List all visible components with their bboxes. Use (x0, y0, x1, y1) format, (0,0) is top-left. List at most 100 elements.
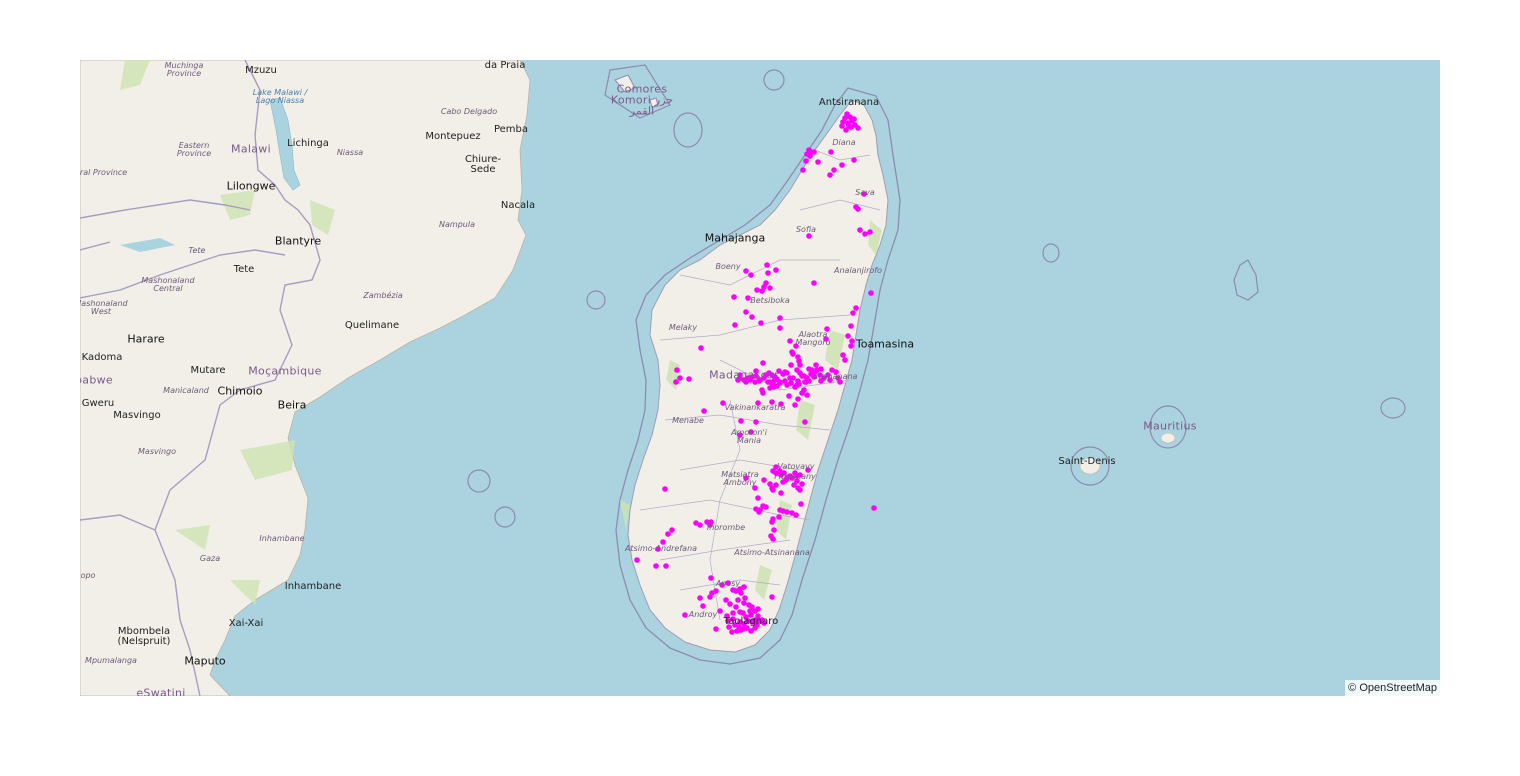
location-marker[interactable] (800, 167, 806, 173)
location-marker[interactable] (707, 594, 713, 600)
location-marker[interactable] (794, 478, 800, 484)
location-marker[interactable] (698, 345, 704, 351)
location-marker[interactable] (770, 536, 776, 542)
location-marker[interactable] (839, 123, 845, 129)
location-marker[interactable] (773, 464, 779, 470)
location-marker[interactable] (734, 628, 740, 634)
location-marker[interactable] (697, 522, 703, 528)
location-marker[interactable] (840, 352, 846, 358)
location-marker[interactable] (776, 514, 782, 520)
location-marker[interactable] (756, 509, 762, 515)
map-canvas[interactable] (80, 60, 1440, 696)
location-marker[interactable] (791, 482, 797, 488)
location-marker[interactable] (719, 582, 725, 588)
location-marker[interactable] (760, 390, 766, 396)
location-marker[interactable] (871, 505, 877, 511)
location-marker[interactable] (811, 374, 817, 380)
location-marker[interactable] (833, 369, 839, 375)
location-marker[interactable] (765, 270, 771, 276)
location-marker[interactable] (855, 206, 861, 212)
location-marker[interactable] (761, 477, 767, 483)
location-marker[interactable] (815, 159, 821, 165)
location-marker[interactable] (786, 393, 792, 399)
location-marker[interactable] (700, 603, 706, 609)
location-marker[interactable] (760, 503, 766, 509)
location-marker[interactable] (669, 527, 675, 533)
location-marker[interactable] (677, 375, 683, 381)
location-marker[interactable] (731, 294, 737, 300)
location-marker[interactable] (697, 595, 703, 601)
location-marker[interactable] (729, 629, 735, 635)
location-marker[interactable] (755, 613, 761, 619)
location-marker[interactable] (755, 400, 761, 406)
location-marker[interactable] (818, 378, 824, 384)
location-marker[interactable] (733, 604, 739, 610)
location-marker[interactable] (752, 485, 758, 491)
location-marker[interactable] (784, 509, 790, 515)
location-marker[interactable] (769, 594, 775, 600)
location-marker[interactable] (704, 519, 710, 525)
location-marker[interactable] (766, 370, 772, 376)
location-marker[interactable] (817, 372, 823, 378)
location-marker[interactable] (793, 512, 799, 518)
location-marker[interactable] (789, 475, 795, 481)
location-marker[interactable] (805, 467, 811, 473)
location-marker[interactable] (741, 584, 747, 590)
location-marker[interactable] (753, 368, 759, 374)
location-marker[interactable] (788, 380, 794, 386)
location-marker[interactable] (732, 322, 738, 328)
location-marker[interactable] (776, 368, 782, 374)
location-marker[interactable] (801, 387, 807, 393)
location-marker[interactable] (796, 381, 802, 387)
location-marker[interactable] (809, 367, 815, 373)
location-marker[interactable] (846, 123, 852, 129)
location-marker[interactable] (851, 157, 857, 163)
location-marker[interactable] (730, 616, 736, 622)
location-marker[interactable] (769, 485, 775, 491)
location-marker[interactable] (701, 408, 707, 414)
location-marker[interactable] (777, 325, 783, 331)
location-marker[interactable] (748, 272, 754, 278)
location-marker[interactable] (771, 527, 777, 533)
location-marker[interactable] (848, 323, 854, 329)
location-marker[interactable] (811, 149, 817, 155)
location-marker[interactable] (778, 401, 784, 407)
location-marker[interactable] (663, 563, 669, 569)
location-marker[interactable] (764, 262, 770, 268)
location-marker[interactable] (773, 482, 779, 488)
location-marker[interactable] (752, 379, 758, 385)
location-marker[interactable] (806, 378, 812, 384)
location-marker[interactable] (735, 377, 741, 383)
location-marker[interactable] (769, 399, 775, 405)
location-marker[interactable] (757, 618, 763, 624)
location-marker[interactable] (738, 418, 744, 424)
location-marker[interactable] (845, 333, 851, 339)
location-marker[interactable] (848, 343, 854, 349)
location-marker[interactable] (868, 290, 874, 296)
location-marker[interactable] (787, 338, 793, 344)
location-marker[interactable] (827, 172, 833, 178)
location-marker[interactable] (767, 285, 773, 291)
location-marker[interactable] (823, 336, 829, 342)
location-marker[interactable] (730, 610, 736, 616)
location-marker[interactable] (717, 608, 723, 614)
location-marker[interactable] (752, 625, 758, 631)
location-marker[interactable] (793, 343, 799, 349)
location-marker[interactable] (754, 287, 760, 293)
location-marker[interactable] (781, 470, 787, 476)
location-marker[interactable] (773, 470, 779, 476)
location-marker[interactable] (725, 580, 731, 586)
location-marker[interactable] (842, 357, 848, 363)
location-marker[interactable] (818, 366, 824, 372)
location-marker[interactable] (825, 372, 831, 378)
location-marker[interactable] (843, 127, 849, 133)
location-marker[interactable] (795, 396, 801, 402)
location-marker[interactable] (851, 116, 857, 122)
location-marker[interactable] (662, 486, 668, 492)
location-marker[interactable] (769, 519, 775, 525)
location-marker[interactable] (853, 305, 859, 311)
location-marker[interactable] (831, 167, 837, 173)
location-marker[interactable] (777, 315, 783, 321)
location-marker[interactable] (749, 619, 755, 625)
location-marker[interactable] (745, 295, 751, 301)
